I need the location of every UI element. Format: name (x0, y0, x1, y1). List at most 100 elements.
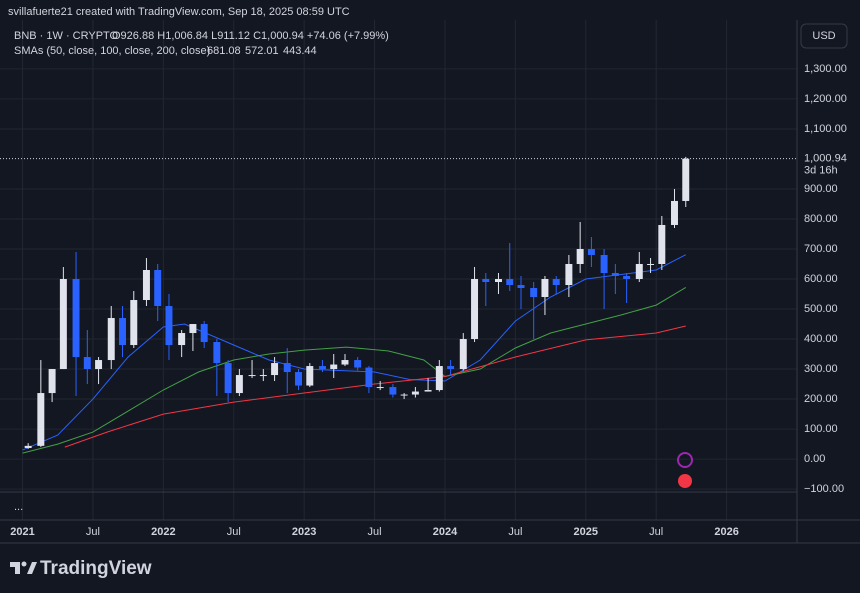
candle-body (530, 288, 538, 298)
ohlc: O926.88 H1,006.84 L911.12 C1,000.94 +74.… (112, 30, 389, 42)
candle-body (565, 263, 573, 286)
candle-body (271, 363, 279, 376)
candle-body (400, 394, 408, 396)
candle-body (213, 342, 221, 364)
y-tick-label: 0.00 (804, 453, 825, 465)
candle-body (142, 270, 150, 301)
candle-body (459, 339, 467, 370)
candle-body (295, 372, 303, 386)
attribution: svillafuerte21 created with TradingView.… (8, 6, 350, 18)
candle-body (517, 285, 525, 289)
candle-body (59, 279, 67, 370)
candle-body (235, 375, 243, 394)
x-tick-label: Jul (227, 526, 241, 538)
x-tick-label: Jul (508, 526, 522, 538)
y-tick-label: 700.00 (804, 243, 838, 255)
flag-icon[interactable] (678, 474, 692, 488)
x-tick-label: 2023 (292, 526, 316, 538)
candle-body (635, 263, 643, 280)
candle-body (330, 364, 338, 370)
y-tick-label: 200.00 (804, 393, 838, 405)
candle-body (411, 391, 419, 395)
x-tick-label: 2022 (151, 526, 175, 538)
sma-value: 681.08 (207, 45, 241, 57)
x-tick-label: Jul (368, 526, 382, 538)
y-tick-label: 1,100.00 (804, 123, 847, 135)
x-tick-label: Jul (649, 526, 663, 538)
candle-body (83, 357, 91, 370)
candle-body (306, 366, 314, 386)
candle-body (259, 375, 267, 377)
candle-body (354, 360, 362, 368)
candle-body (506, 279, 514, 286)
candle-body (154, 270, 162, 307)
candle-body (189, 324, 197, 334)
candle-body (482, 279, 490, 283)
y-tick-label: 900.00 (804, 183, 838, 195)
candle-body (24, 445, 32, 448)
logo-shape (10, 562, 20, 574)
candle-body (541, 279, 549, 298)
candle-body (200, 324, 208, 343)
candle-body (611, 273, 619, 277)
currency-button[interactable] (800, 23, 848, 49)
candle-body (365, 367, 373, 388)
candle-body (178, 333, 186, 346)
sma-line (22, 254, 687, 451)
y-tick-label: 300.00 (804, 363, 838, 375)
y-tick-label: 400.00 (804, 333, 838, 345)
y-tick-label: 1,200.00 (804, 93, 847, 105)
candle-body (48, 369, 56, 394)
plot (0, 20, 797, 520)
candle-body (283, 363, 291, 373)
brand: TradingView (40, 558, 152, 579)
y-tick-label: 600.00 (804, 273, 838, 285)
logo-shape (27, 562, 37, 574)
countdown: 3d 16h (804, 165, 838, 177)
candle-body (318, 366, 326, 370)
candle-body (671, 200, 678, 225)
candle-body (576, 248, 584, 264)
candle-body (435, 366, 443, 391)
candle-body (224, 363, 232, 394)
candle-body (424, 390, 432, 392)
currency[interactable]: USD (812, 30, 835, 42)
candle-body (389, 387, 397, 395)
x-tick-label: 2024 (433, 526, 458, 538)
logo-shape (21, 561, 27, 567)
sma-line (64, 325, 686, 448)
candle-body (623, 276, 631, 280)
candle-body (552, 279, 560, 286)
more[interactable]: ... (14, 501, 23, 513)
x-tick-label: 2021 (10, 526, 34, 538)
candle-body (107, 318, 115, 361)
last-price-box (799, 150, 857, 179)
candle-body (95, 360, 103, 370)
y-tick-label: 1,300.00 (804, 63, 847, 75)
y-tick-label: −100.00 (804, 483, 844, 495)
x-tick-label: 2026 (714, 526, 738, 538)
y-tick-label: 100.00 (804, 423, 838, 435)
symbol: BNB · 1W · CRYPTO (14, 30, 119, 42)
candle-body (72, 279, 80, 358)
candle-body (447, 366, 455, 370)
x-tick-label: 2025 (574, 526, 598, 538)
sma-value: 572.01 (245, 45, 279, 57)
candle-body (471, 279, 479, 340)
event-icon[interactable] (677, 452, 693, 468)
candle-body (647, 263, 655, 265)
sma-line (22, 286, 687, 454)
sma-label: SMAs (50, close, 100, close, 200, close) (14, 45, 210, 57)
x-tick-label: Jul (86, 526, 100, 538)
brand-logo (10, 561, 37, 574)
candle-body (587, 248, 595, 255)
candle-body (658, 224, 666, 264)
candle-body (494, 279, 502, 283)
y-tick-label: 800.00 (804, 213, 838, 225)
candle-body (37, 393, 45, 446)
candle-body (600, 254, 608, 274)
candle-body (165, 306, 173, 346)
